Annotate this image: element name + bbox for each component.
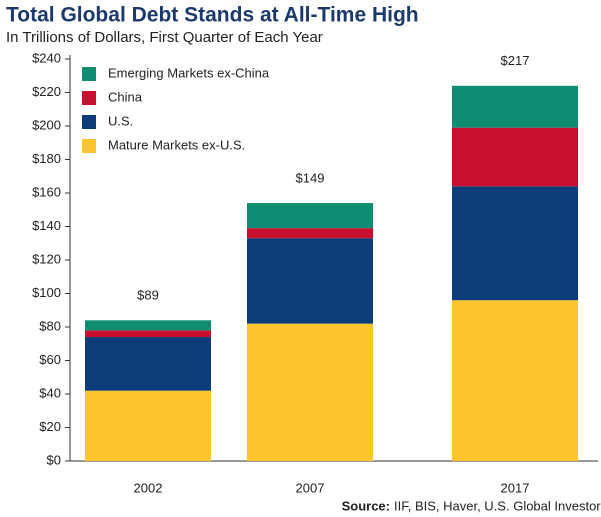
chart-title: Total Global Debt Stands at All-Time Hig… (6, 4, 419, 27)
legend-swatch (82, 115, 96, 129)
legend-swatch (82, 67, 96, 81)
y-tick-label: $40 (39, 385, 61, 400)
y-tick-label: $240 (32, 50, 61, 65)
bar-segment (247, 238, 373, 324)
total-label: $149 (296, 170, 325, 185)
y-tick-label: $220 (32, 84, 61, 99)
y-tick-label: $140 (32, 218, 61, 233)
chart-subtitle: In Trillions of Dollars, First Quarter o… (6, 29, 323, 46)
source: IIF, BIS, Haver, U.S. Global Investors (394, 498, 601, 513)
y-tick-label: $0 (47, 452, 61, 467)
bar-segment (247, 228, 373, 239)
total-label: $89 (137, 288, 159, 303)
bar-segment (452, 85, 578, 128)
total-label: $217 (501, 53, 530, 68)
y-tick-label: $120 (32, 251, 61, 266)
y-tick-label: $200 (32, 117, 61, 132)
y-tick-label: $80 (39, 318, 61, 333)
legend-label: U.S. (108, 113, 133, 128)
bar-segment (452, 186, 578, 301)
y-tick-label: $180 (32, 151, 61, 166)
legend-label: China (108, 89, 143, 104)
source-label: Source: (342, 498, 390, 513)
y-tick-label: $60 (39, 352, 61, 367)
bar-segment (247, 323, 373, 461)
bar-segment (85, 320, 211, 331)
x-tick-label: 2002 (134, 480, 163, 495)
y-tick-label: $20 (39, 419, 61, 434)
legend-label: Emerging Markets ex-China (108, 65, 270, 80)
bar-segment (85, 330, 211, 338)
bar-segment (452, 127, 578, 187)
bar-segment (85, 390, 211, 461)
legend-label: Mature Markets ex-U.S. (108, 137, 245, 152)
legend-swatch (82, 139, 96, 153)
bar-segment (85, 337, 211, 391)
bar-segment (247, 203, 373, 229)
y-tick-label: $160 (32, 184, 61, 199)
bar-segment (452, 300, 578, 461)
legend-swatch (82, 91, 96, 105)
x-tick-label: 2017 (501, 480, 530, 495)
x-tick-label: 2007 (296, 480, 325, 495)
y-tick-label: $100 (32, 285, 61, 300)
